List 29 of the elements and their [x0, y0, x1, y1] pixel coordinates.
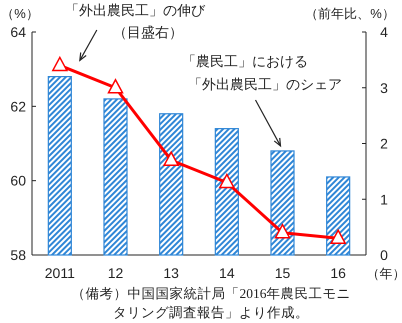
x-tick-label: 12: [108, 265, 124, 281]
x-tick-label: 14: [219, 265, 235, 281]
y-axis-title: （%）: [1, 6, 39, 21]
y2-tick-label: 2: [380, 136, 388, 152]
annotation: 「農民工」における: [182, 53, 308, 69]
y-tick-label: 60: [10, 172, 26, 189]
y-tick-label: 64: [10, 24, 26, 40]
point: [219, 174, 235, 188]
x-tick-label: 15: [274, 265, 290, 281]
point: [274, 224, 290, 238]
y-tick-label: 58: [10, 247, 26, 263]
x-tick-label: 13: [163, 265, 180, 281]
y2-tick-label: 1: [380, 191, 388, 208]
y2-tick-label: 3: [380, 80, 388, 96]
text: 「外出農民工」の伸び: [65, 2, 206, 18]
text: （備考）中国国家統計局「2016年農民工モニタリング調査報告」より作成。: [72, 286, 350, 320]
point: [52, 56, 68, 72]
y2-tick-label: 4: [380, 24, 388, 40]
point: [108, 79, 124, 94]
point: [330, 230, 346, 244]
point: [163, 151, 179, 166]
y2-tick-label: 0: [380, 247, 388, 263]
annotation: （目盛右）: [113, 24, 183, 40]
x-axis-title: （年）: [366, 266, 402, 281]
annotation: 「外出農民工」のシェア: [188, 76, 342, 92]
y2-axis-title: （前年比、%）: [305, 6, 395, 21]
y-tick-label: 62: [10, 98, 26, 114]
x-tick-label: 2011: [44, 265, 76, 281]
x-tick-label: 16: [330, 265, 346, 281]
